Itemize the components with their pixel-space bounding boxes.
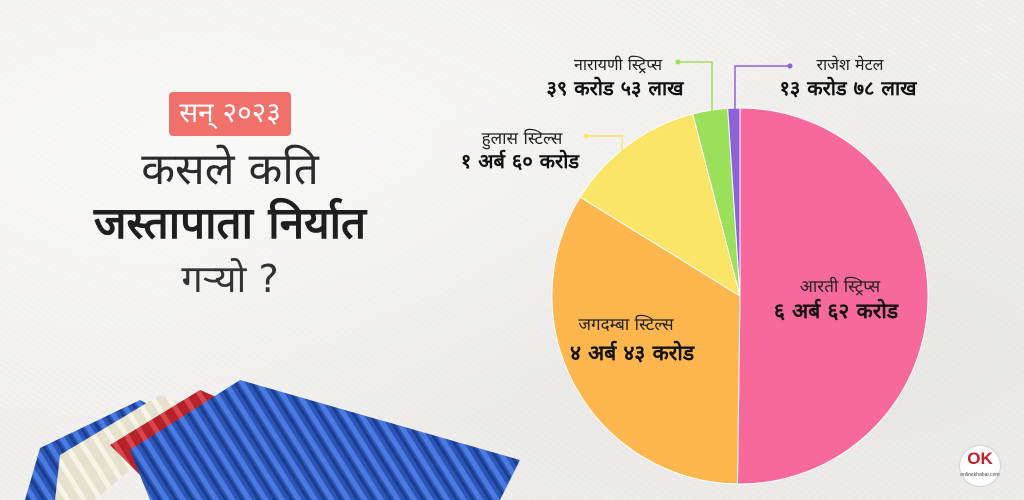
leader-line-3 xyxy=(586,135,623,182)
slice-value-label-5: १३ करोड ७८ लाख xyxy=(779,76,918,100)
headline-line-2: जस्तापाता निर्यात xyxy=(93,198,367,250)
headline-line-1: कसले कति xyxy=(141,143,319,195)
slice-name-label-5: राजेश मेटल xyxy=(816,55,884,74)
slice-value-label-2: ४ अर्ब ४३ करोड xyxy=(570,340,695,365)
roofing-sheets-illustration xyxy=(25,380,520,500)
leader-dot-5-1 xyxy=(732,117,738,123)
onlinekhabar-logo: OK onlinekhabar.com xyxy=(960,446,1000,486)
leader-dot-4-2 xyxy=(675,59,681,65)
slice-name-label-4: नारायणी स्ट्रिप्स xyxy=(574,55,663,74)
leader-dot-5-2 xyxy=(787,63,793,69)
slice-name-label-1: आरती स्ट्रिप्स xyxy=(800,276,881,297)
pie-slice-5 xyxy=(727,107,741,297)
slice-value-label-1: ६ अर्ब ६२ करोड xyxy=(774,298,899,323)
slice-name-label-2: जगदम्बा स्टिल्स xyxy=(578,314,674,335)
pie-slice-1 xyxy=(736,107,929,485)
headline-line-3: गर्‍यो ? xyxy=(181,257,279,302)
headline-block: सन् २०२३ कसले कति जस्तापाता निर्यात गर्‍… xyxy=(80,92,380,303)
slice-value-label-3: १ अर्ब ६० करोड xyxy=(461,149,581,173)
sheet-front-blue xyxy=(130,380,520,500)
leader-dot-3-2 xyxy=(583,133,589,139)
leader-dot-3-1 xyxy=(619,179,625,185)
leader-dot-4-1 xyxy=(709,117,715,123)
leader-line-4 xyxy=(678,61,713,120)
slice-name-label-3: हुलास स्टिल्स xyxy=(482,128,563,150)
pie-slice-2 xyxy=(551,196,741,485)
leader-line-5 xyxy=(734,65,790,120)
pie-slice-3 xyxy=(579,113,741,298)
slice-value-label-4: ३९ करोड ५३ लाख xyxy=(546,76,685,100)
year-badge: सन् २०२३ xyxy=(169,92,291,136)
